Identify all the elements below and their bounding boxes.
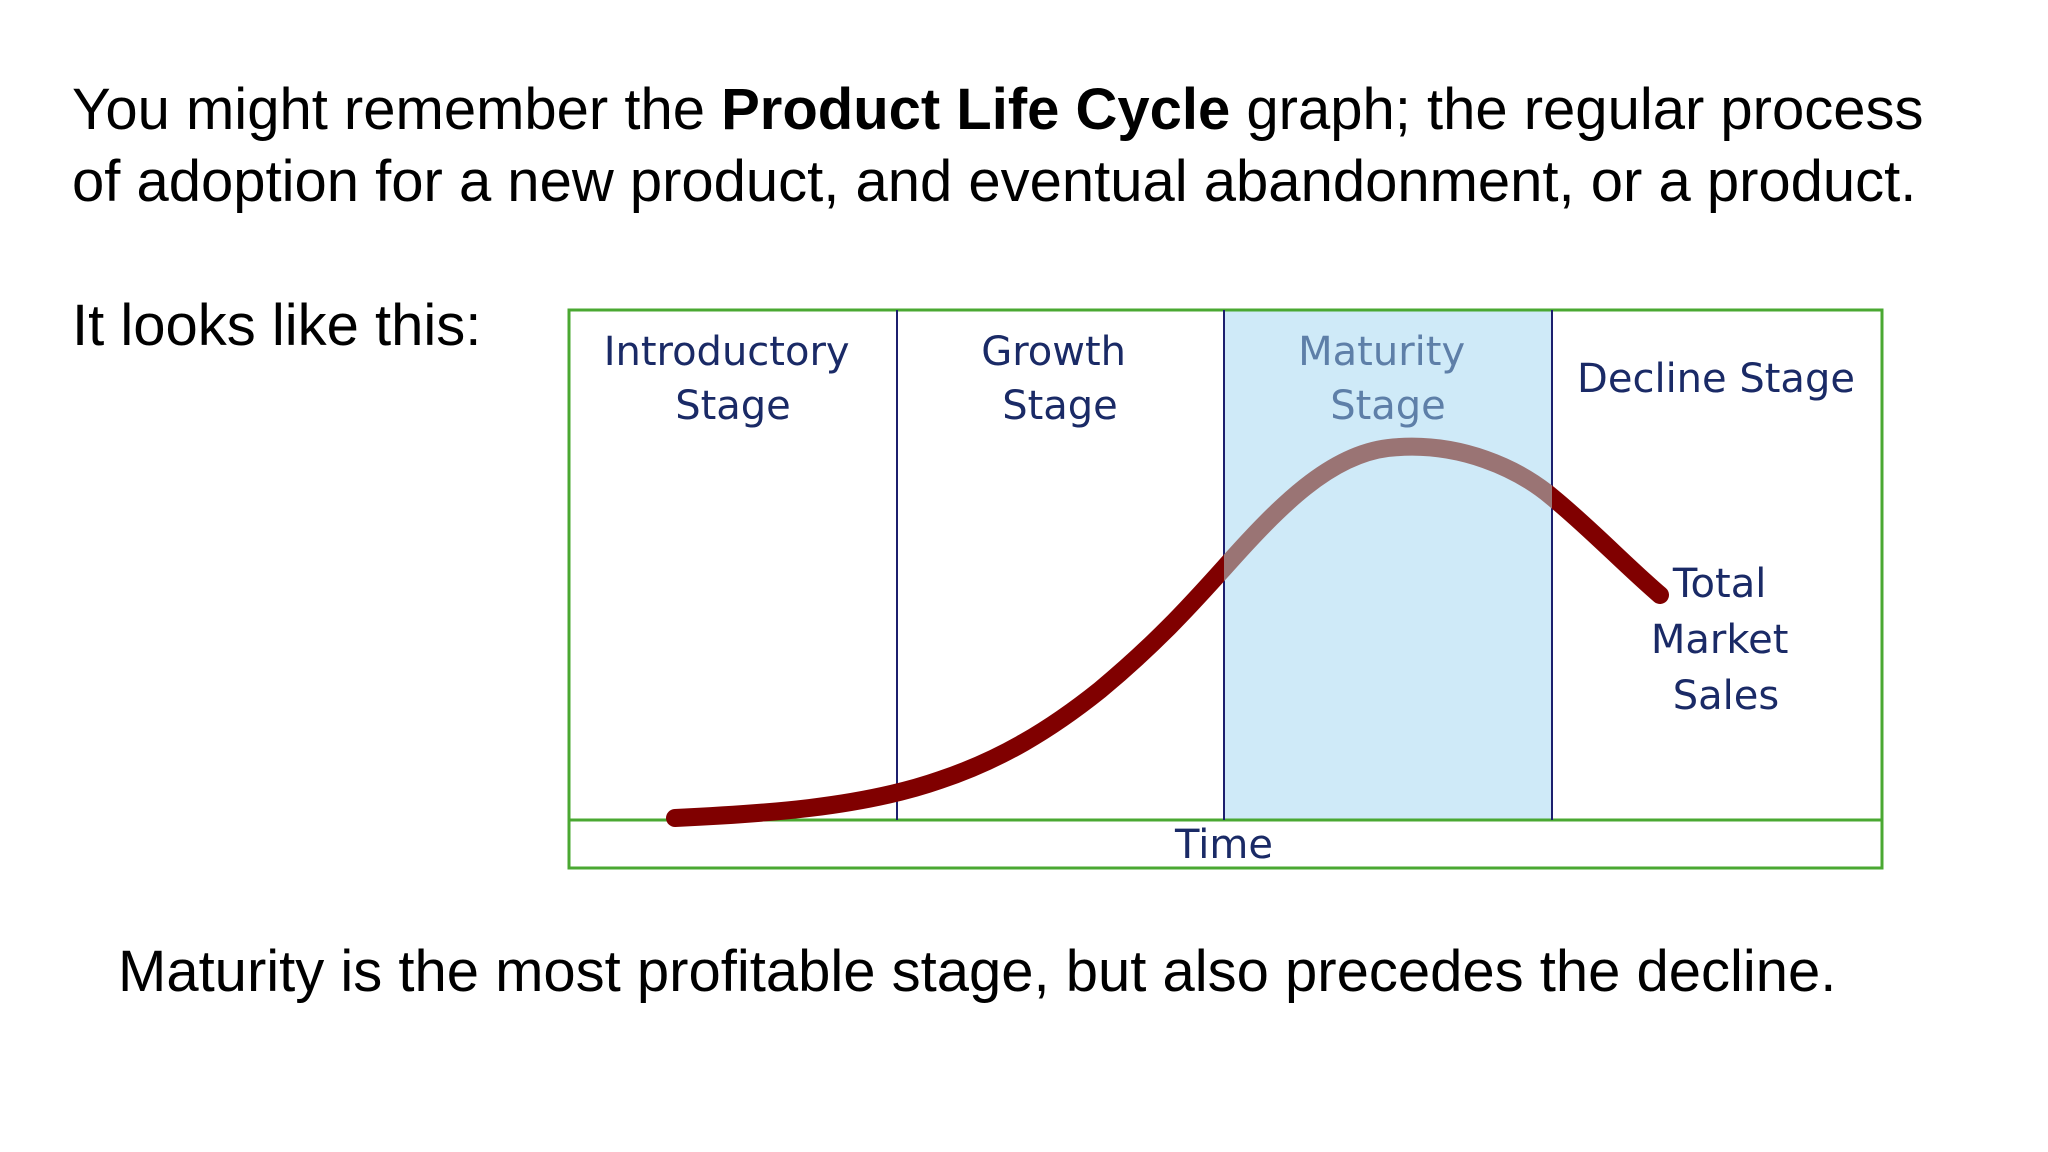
closing-statement: Maturity is the most profitable stage, b… <box>118 939 1837 1004</box>
maturity-highlight <box>1224 310 1552 820</box>
product-life-cycle-emphasis: Product Life Cycle <box>721 77 1231 142</box>
total-market-sales-curve <box>666 437 1669 827</box>
growth-stage-label: Growth Stage <box>981 329 1139 429</box>
intro-line2: of adoption for a new product, and event… <box>72 149 1917 214</box>
intro-prefix: You might remember the <box>72 77 722 142</box>
decline-stage-label: Decline Stage <box>1577 356 1855 402</box>
maturity-stage-label: Maturity Stage <box>1298 329 1478 429</box>
intro-paragraph: You might remember the Product Life Cycl… <box>72 74 2032 218</box>
total-market-sales-label: Total Market Sales <box>1651 561 1801 719</box>
introductory-stage-label: Introductory Stage <box>604 329 863 429</box>
intro-line1-suffix: graph; the regular process <box>1230 77 1924 142</box>
time-axis-label: Time <box>1174 822 1273 868</box>
lead-in-text: It looks like this: <box>72 293 482 358</box>
diagram-frame <box>567 308 1884 870</box>
